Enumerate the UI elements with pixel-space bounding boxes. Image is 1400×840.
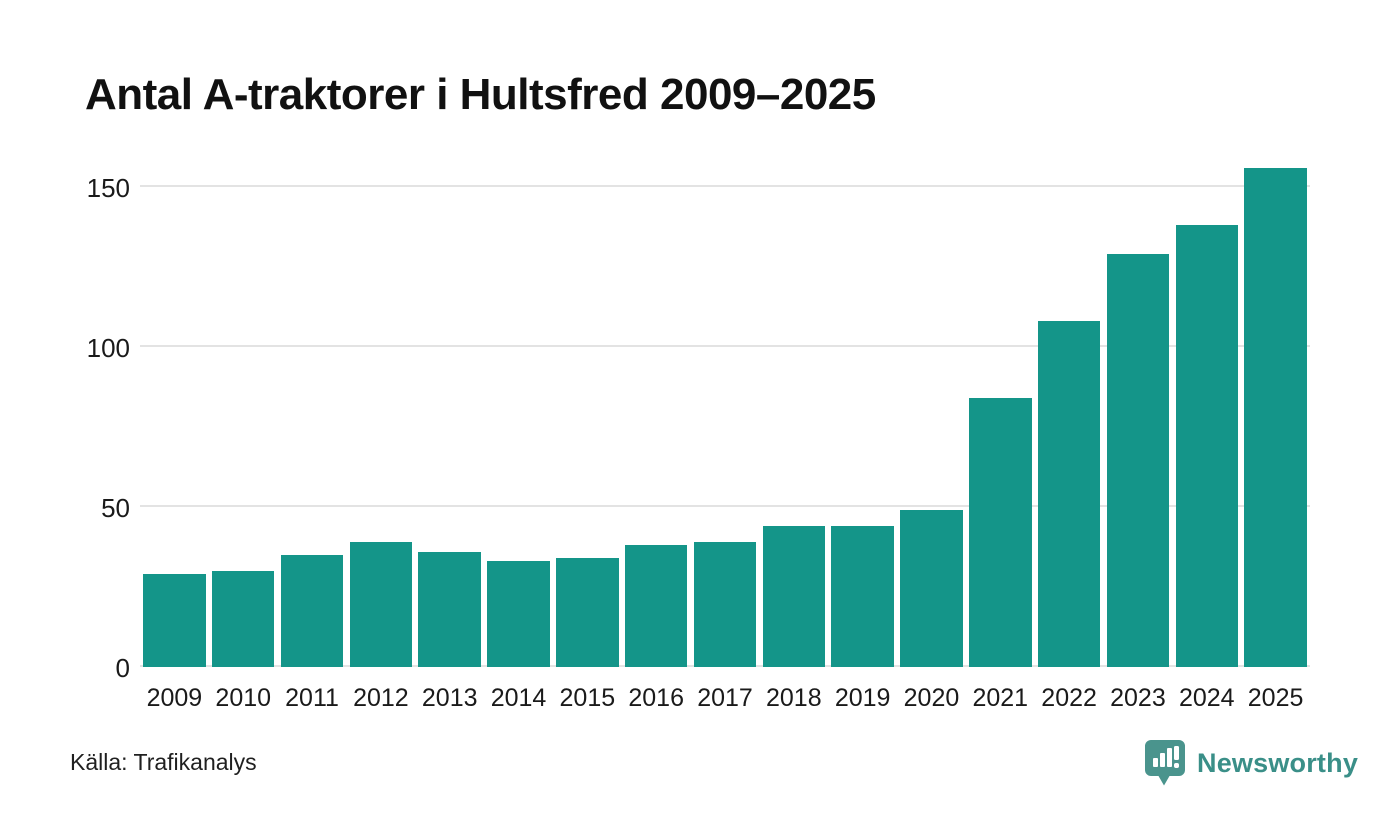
newsworthy-wordmark: Newsworthy <box>1197 747 1359 778</box>
x-tick-label-2018: 2018 <box>766 684 822 712</box>
bar-2011 <box>280 555 344 667</box>
source-note: Källa: Trafikanalys <box>70 749 257 775</box>
x-tick-label-2011: 2011 <box>285 684 339 712</box>
x-tick-label-2010: 2010 <box>215 684 272 712</box>
gridline-50 <box>140 505 1310 507</box>
bar-2023 <box>1106 254 1170 667</box>
bar-2020 <box>900 510 963 667</box>
x-tick-label-2025: 2025 <box>1247 684 1304 712</box>
bar-2013 <box>418 551 481 667</box>
x-tick-label-2014: 2014 <box>490 684 547 712</box>
bar-2019 <box>831 526 894 667</box>
x-tick-label-2022: 2022 <box>1041 684 1097 712</box>
bar-2018 <box>762 526 826 667</box>
newsworthy-speech-bubble-chart-icon <box>1145 740 1185 786</box>
y-tick-label-50: 50 <box>101 493 130 523</box>
newsworthy-logo: Newsworthy <box>1143 738 1358 788</box>
bar-2012 <box>349 542 413 667</box>
chart-title: Antal A-traktorer i Hultsfred 2009–2025 <box>85 70 876 119</box>
bar-2021 <box>969 398 1032 667</box>
x-tick-label-2015: 2015 <box>559 684 616 712</box>
y-tick-label-100: 100 <box>86 333 130 363</box>
bar-2022 <box>1037 321 1101 667</box>
x-tick-label-2012: 2012 <box>353 684 409 712</box>
y-tick-label-0: 0 <box>115 653 130 683</box>
bar-2014 <box>487 561 550 667</box>
gridline-150 <box>140 185 1310 187</box>
x-tick-label-2016: 2016 <box>628 684 684 712</box>
bar-2017 <box>693 542 757 667</box>
bar-2010 <box>212 571 275 667</box>
bar-2016 <box>624 545 688 667</box>
y-tick-label-150: 150 <box>86 173 130 203</box>
bar-2009 <box>143 574 206 667</box>
x-tick-label-2019: 2019 <box>834 684 891 712</box>
gridline-100 <box>140 345 1310 347</box>
x-tick-label-2023: 2023 <box>1110 684 1166 712</box>
x-tick-label-2013: 2013 <box>421 684 478 712</box>
bar-2024 <box>1175 225 1238 667</box>
x-tick-label-2021: 2021 <box>972 684 1029 712</box>
x-tick-label-2024: 2024 <box>1178 684 1235 712</box>
x-tick-label-2020: 2020 <box>903 684 960 712</box>
plot-area <box>140 160 1310 667</box>
x-tick-label-2017: 2017 <box>697 684 753 712</box>
bar-2025 <box>1244 167 1307 667</box>
bar-2015 <box>556 558 619 667</box>
x-tick-label-2009: 2009 <box>146 684 203 712</box>
